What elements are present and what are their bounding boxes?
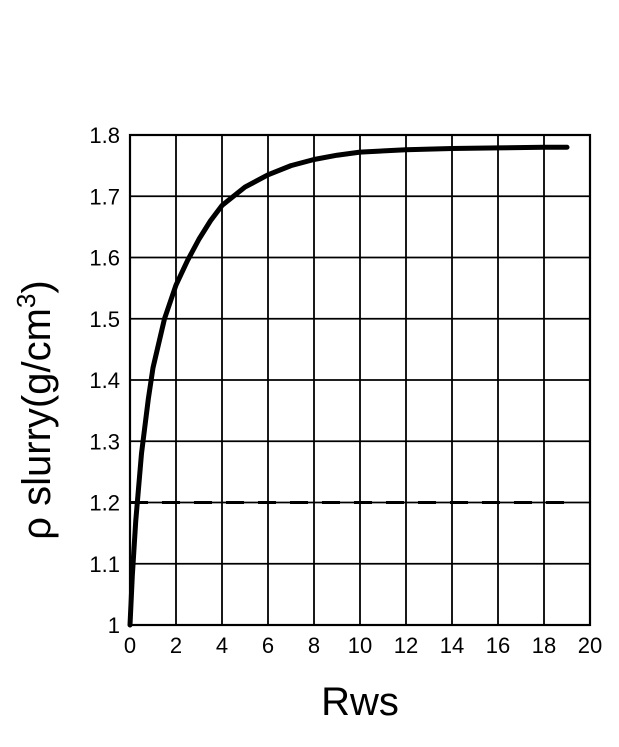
x-tick-label: 8	[308, 633, 320, 658]
x-tick-label: 6	[262, 633, 274, 658]
x-tick-label: 10	[348, 633, 372, 658]
y-axis-title: ρ slurry(g/cm3)	[11, 280, 59, 539]
x-tick-label: 14	[440, 633, 464, 658]
y-tick-label: 1.3	[89, 429, 120, 454]
y-tick-label: 1.2	[89, 491, 120, 516]
y-tick-label: 1	[108, 613, 120, 638]
x-tick-label: 2	[170, 633, 182, 658]
x-tick-label: 0	[124, 633, 136, 658]
x-tick-label: 12	[394, 633, 418, 658]
slurry-density-chart: 0 2 4 6 8 10 12 14 16 18 20 1 1.1 1.2 1.3 1.4 1.5 1.6 1.7 1…	[0, 0, 619, 747]
y-tick-label: 1.5	[89, 307, 120, 332]
x-axis-title: Rws	[321, 680, 399, 724]
x-tick-label: 16	[486, 633, 510, 658]
x-tick-label: 4	[216, 633, 228, 658]
y-tick-label: 1.4	[89, 368, 120, 393]
y-tick-label: 1.8	[89, 123, 120, 148]
x-tick-label: 20	[578, 633, 602, 658]
y-tick-label: 1.7	[89, 184, 120, 209]
x-tick-label: 18	[532, 633, 556, 658]
y-tick-label: 1.1	[89, 552, 120, 577]
y-tick-label: 1.6	[89, 246, 120, 271]
